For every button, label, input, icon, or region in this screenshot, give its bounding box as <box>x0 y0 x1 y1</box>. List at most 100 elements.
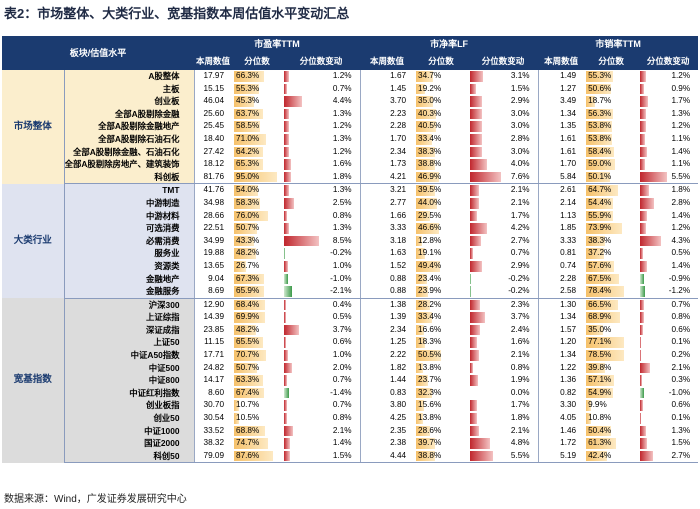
pe-percentile-bar <box>234 337 264 349</box>
pb-percentile-text: 46.9% <box>418 171 442 181</box>
pe-percentile-change: 0.6% <box>282 336 360 349</box>
pe-percentile: 95.0% <box>232 170 283 185</box>
pe-percentile-bar <box>234 299 265 311</box>
pb-percentile-bar <box>416 450 435 462</box>
pe-percentile-text: 76.0% <box>236 210 260 220</box>
pb-change-bar <box>470 83 477 95</box>
pb-percentile: 38.3% <box>414 146 468 159</box>
ps-percentile-text: 57.1% <box>588 375 612 385</box>
ps-percentile-change: 1.4% <box>638 146 698 159</box>
pb-change-bar <box>470 260 482 272</box>
pe-percentile-change: 1.2% <box>282 146 360 159</box>
pb-percentile-change: 2.1% <box>468 349 538 362</box>
pe-percentile-text: 68.8% <box>236 425 260 435</box>
pe-change-bar <box>284 197 295 209</box>
ps-change-text: 0.6% <box>671 324 691 334</box>
pe-change-text: 4.4% <box>332 96 352 106</box>
pe-percentile-text: 69.9% <box>236 312 260 322</box>
ps-percentile-text: 35.0% <box>588 324 612 334</box>
ps-change-text: 1.3% <box>671 425 691 435</box>
col-header-value: 本周数值 <box>360 53 415 70</box>
pb-percentile-text: 46.6% <box>418 223 442 233</box>
pe-percentile: 48.2% <box>232 247 282 260</box>
ps-change-bar <box>640 299 644 311</box>
ps-percentile-change: 2.8% <box>638 197 698 210</box>
pb-change-text: 2.4% <box>510 324 530 334</box>
pb-value: 1.66 <box>359 209 415 223</box>
pe-change-text: -1.0% <box>330 273 352 283</box>
pe-percentile-text: 58.3% <box>236 197 260 207</box>
ps-percentile-change: 1.1% <box>638 158 698 171</box>
pb-change-text: 0.0% <box>510 387 530 397</box>
pb-value: 1.44 <box>359 374 415 387</box>
pb-change-text: 1.6% <box>510 337 530 347</box>
ps-change-bar <box>640 248 643 259</box>
ps-percentile-text: 78.4% <box>588 286 612 296</box>
pb-value: 1.52 <box>359 259 415 273</box>
ps-change-bar <box>640 71 646 82</box>
row-name: 金融地产 <box>64 272 195 286</box>
pe-percentile: 69.9% <box>232 311 282 324</box>
pe-value: 8.69 <box>193 285 233 299</box>
pb-percentile-change: 7.6% <box>468 170 539 185</box>
pe-percentile-text: 54.0% <box>236 185 260 195</box>
pe-value: 14.17 <box>193 374 233 387</box>
pb-percentile-change: 2.3% <box>468 298 538 311</box>
ps-percentile: 77.1% <box>584 336 638 349</box>
ps-value: 3.33 <box>537 234 585 248</box>
ps-percentile: 53.8% <box>584 133 638 146</box>
pe-change-text: 2.0% <box>332 362 352 372</box>
row-name: 上证综指 <box>64 311 195 324</box>
pb-change-text: 2.9% <box>510 260 530 270</box>
pb-percentile-bar <box>416 350 441 361</box>
ps-change-bar <box>640 260 647 272</box>
pb-value: 3.21 <box>359 183 415 197</box>
pe-change-bar <box>284 425 293 437</box>
ps-percentile-text: 77.1% <box>588 337 612 347</box>
ps-percentile-change: 0.6% <box>638 399 698 412</box>
ps-percentile-bar <box>586 71 613 82</box>
ps-percentile-text: 9.9% <box>588 400 607 410</box>
table-row: 金融地产 9.04 67.3% -1.0% 0.88 23.4% -0.2% 2.28 67.5… <box>2 272 698 286</box>
ps-change-bar <box>640 400 644 412</box>
pe-value: 18.12 <box>193 158 233 171</box>
pe-percentile-bar <box>234 312 266 323</box>
col-header-percentile: 分位数 <box>232 53 283 70</box>
table-row: 市场整体 A股整体 17.97 66.3% 1.2% 1.67 34.7% 3.1% 1.49 5… <box>2 70 698 184</box>
pb-percentile-text: 40.3% <box>418 108 442 118</box>
pe-percentile-change: 1.5% <box>282 449 361 464</box>
pb-percentile-text: 29.5% <box>418 210 442 220</box>
pe-change-text: 1.8% <box>332 171 352 181</box>
pb-change-text: 1.5% <box>510 83 530 93</box>
pb-percentile: 40.5% <box>414 120 468 133</box>
pb-change-bar <box>470 438 490 449</box>
pe-percentile: 58.3% <box>232 197 282 210</box>
pe-percentile-bar <box>234 324 256 336</box>
pe-change-text: -2.1% <box>330 286 352 296</box>
pb-change-bar <box>470 273 471 285</box>
pb-percentile-text: 39.7% <box>418 438 442 448</box>
ps-percentile-text: 50.6% <box>588 83 612 93</box>
pe-change-bar <box>284 96 303 107</box>
pe-percentile-change: 1.3% <box>282 184 360 197</box>
pb-percentile: 46.9% <box>414 170 469 185</box>
pb-change-text: 1.9% <box>510 375 530 385</box>
pe-percentile-change: 8.5% <box>282 235 360 248</box>
ps-percentile-bar <box>586 400 591 412</box>
pe-value: 33.52 <box>193 424 233 438</box>
pb-change-text: 4.2% <box>510 223 530 233</box>
pe-percentile-change: 1.8% <box>282 170 361 185</box>
pb-change-bar <box>470 362 474 374</box>
pb-value: 0.83 <box>359 386 415 400</box>
pe-change-bar <box>284 121 289 132</box>
pb-percentile-change: 5.5% <box>468 449 539 464</box>
ps-percentile-change: 0.7% <box>638 298 698 311</box>
pe-value: 15.15 <box>193 82 233 96</box>
pb-percentile: 13.8% <box>414 412 468 425</box>
pb-percentile-text: 23.9% <box>418 286 442 296</box>
table-body: 市场整体 A股整体 17.97 66.3% 1.2% 1.67 34.7% 3.1% 1.49 5… <box>2 70 699 464</box>
group-label: 市场整体 <box>2 70 65 184</box>
ps-percentile: 56.3% <box>584 108 638 121</box>
pe-change-text: 8.5% <box>332 235 352 245</box>
pb-change-text: 0.7% <box>510 248 530 258</box>
